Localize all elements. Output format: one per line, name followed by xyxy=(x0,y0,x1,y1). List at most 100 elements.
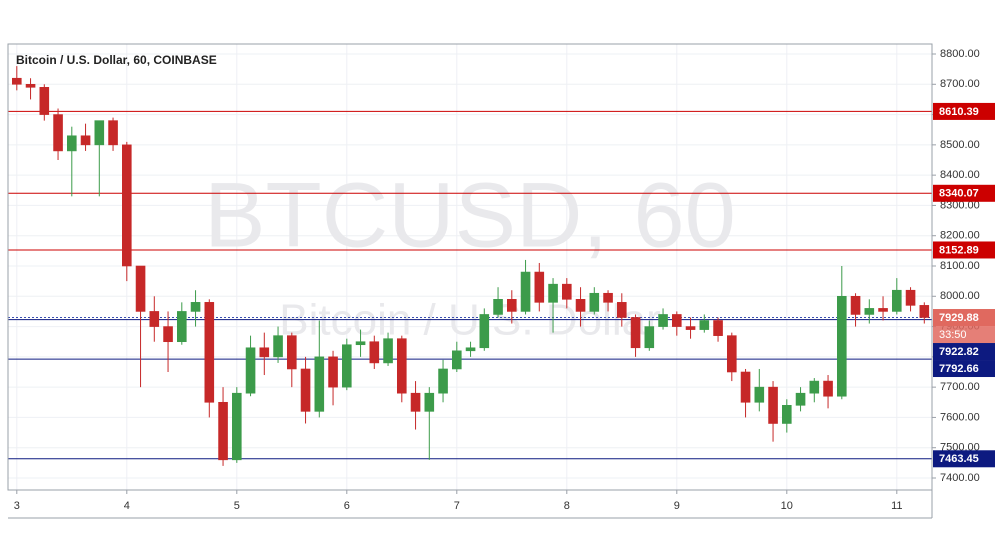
candle-body xyxy=(548,283,558,303)
x-tick-label: 11 xyxy=(891,500,902,512)
candle-body xyxy=(245,347,256,394)
candle-body xyxy=(644,326,655,349)
candle-body xyxy=(699,320,710,330)
candle-body xyxy=(67,135,77,152)
price-label: 7463.45 xyxy=(939,453,979,465)
y-tick-label: 8700.00 xyxy=(940,78,980,90)
price-label-box xyxy=(933,241,995,259)
candle-body xyxy=(286,335,297,370)
candle-body xyxy=(836,295,847,397)
candle-body xyxy=(616,302,627,318)
candle-body xyxy=(108,120,118,146)
y-tick-label: 8200.00 xyxy=(940,230,980,242)
price-label-box xyxy=(933,184,995,202)
y-tick-label: 8100.00 xyxy=(940,260,980,272)
candle-body xyxy=(218,401,228,461)
price-label-box xyxy=(933,343,995,361)
candle-body xyxy=(768,386,778,424)
x-tick-label: 10 xyxy=(781,500,793,512)
candle-body xyxy=(589,292,600,312)
candle-body xyxy=(575,299,586,312)
candle-body xyxy=(177,311,187,343)
watermark: BTCUSD, 60 xyxy=(204,164,736,266)
y-tick-label: 7700.00 xyxy=(940,381,980,393)
candle-body xyxy=(438,368,448,394)
candle-body xyxy=(713,320,723,336)
candle-body xyxy=(12,77,22,85)
candle-body xyxy=(369,341,380,364)
price-label-box xyxy=(933,450,995,468)
x-tick-label: 3 xyxy=(14,500,20,512)
countdown: 33:50 xyxy=(939,329,967,341)
candle-body xyxy=(726,335,737,373)
candle-body xyxy=(823,380,833,397)
candle-body xyxy=(534,271,545,303)
price-labels: 8610.39 8340.07 8152.89 7929.88 33:50 7922.82… xyxy=(933,102,995,468)
candle-body xyxy=(850,295,861,315)
candle-body xyxy=(479,314,490,349)
y-tick-label: 8300.00 xyxy=(940,199,980,211)
price-label: 7929.88 xyxy=(939,312,979,324)
candle-body xyxy=(919,305,930,318)
price-label: 8340.07 xyxy=(939,188,979,200)
x-tick-label: 9 xyxy=(674,500,680,512)
candle-body xyxy=(561,283,572,300)
candle-body xyxy=(878,308,888,312)
candle-body xyxy=(341,344,352,388)
candles xyxy=(12,66,930,466)
y-tick-label: 8500.00 xyxy=(940,139,980,151)
candle-body xyxy=(149,311,160,327)
candle-body xyxy=(94,120,105,146)
price-label-box xyxy=(933,360,995,378)
candle-body xyxy=(410,392,421,412)
candle-body xyxy=(80,135,91,146)
candle-body xyxy=(300,368,311,412)
levels xyxy=(8,110,932,460)
candle-body xyxy=(259,347,270,358)
countdown-box xyxy=(933,326,995,344)
x-tick-label: 7 xyxy=(454,500,460,512)
candle-body xyxy=(383,338,393,364)
candle-body xyxy=(493,299,503,315)
candle-body xyxy=(891,289,902,312)
y-tick-label: 7600.00 xyxy=(940,411,980,423)
candle-body xyxy=(314,356,325,412)
candle-body xyxy=(781,405,792,424)
x-tick-label: 8 xyxy=(564,500,570,512)
candle-body xyxy=(795,392,806,406)
candle-body xyxy=(905,289,916,306)
candle-body xyxy=(355,341,366,346)
candle-body xyxy=(25,83,36,88)
y-tick-label: 8000.00 xyxy=(940,290,980,302)
candle-body xyxy=(520,271,531,312)
candle-body xyxy=(630,317,641,349)
candle-body xyxy=(273,335,283,358)
candle-body xyxy=(671,314,682,327)
candle-body xyxy=(451,350,462,370)
x-tick-label: 6 xyxy=(344,500,350,512)
candle-body xyxy=(53,114,63,152)
candle-body xyxy=(328,356,338,388)
y-tick-label: 8800.00 xyxy=(940,48,980,60)
x-tick-label: 5 xyxy=(234,500,240,512)
candle-body xyxy=(135,265,146,312)
candle-body xyxy=(190,302,201,312)
y-tick-label: 7400.00 xyxy=(940,472,980,484)
candle-body xyxy=(396,338,407,394)
candle-body xyxy=(864,308,875,315)
price-label: 7922.82 xyxy=(939,346,979,358)
chart-title: Bitcoin / U.S. Dollar, 60, COINBASE xyxy=(16,53,217,67)
candle-body xyxy=(465,347,476,352)
candle-body xyxy=(204,302,215,403)
candle-body xyxy=(809,380,820,394)
candle-body xyxy=(424,392,435,412)
y-tick-label: 8400.00 xyxy=(940,169,980,181)
candle-body xyxy=(754,386,765,403)
price-label: 8610.39 xyxy=(939,106,979,118)
price-label: 7792.66 xyxy=(939,363,979,375)
candle-body xyxy=(122,144,132,267)
candle-body xyxy=(685,326,696,330)
